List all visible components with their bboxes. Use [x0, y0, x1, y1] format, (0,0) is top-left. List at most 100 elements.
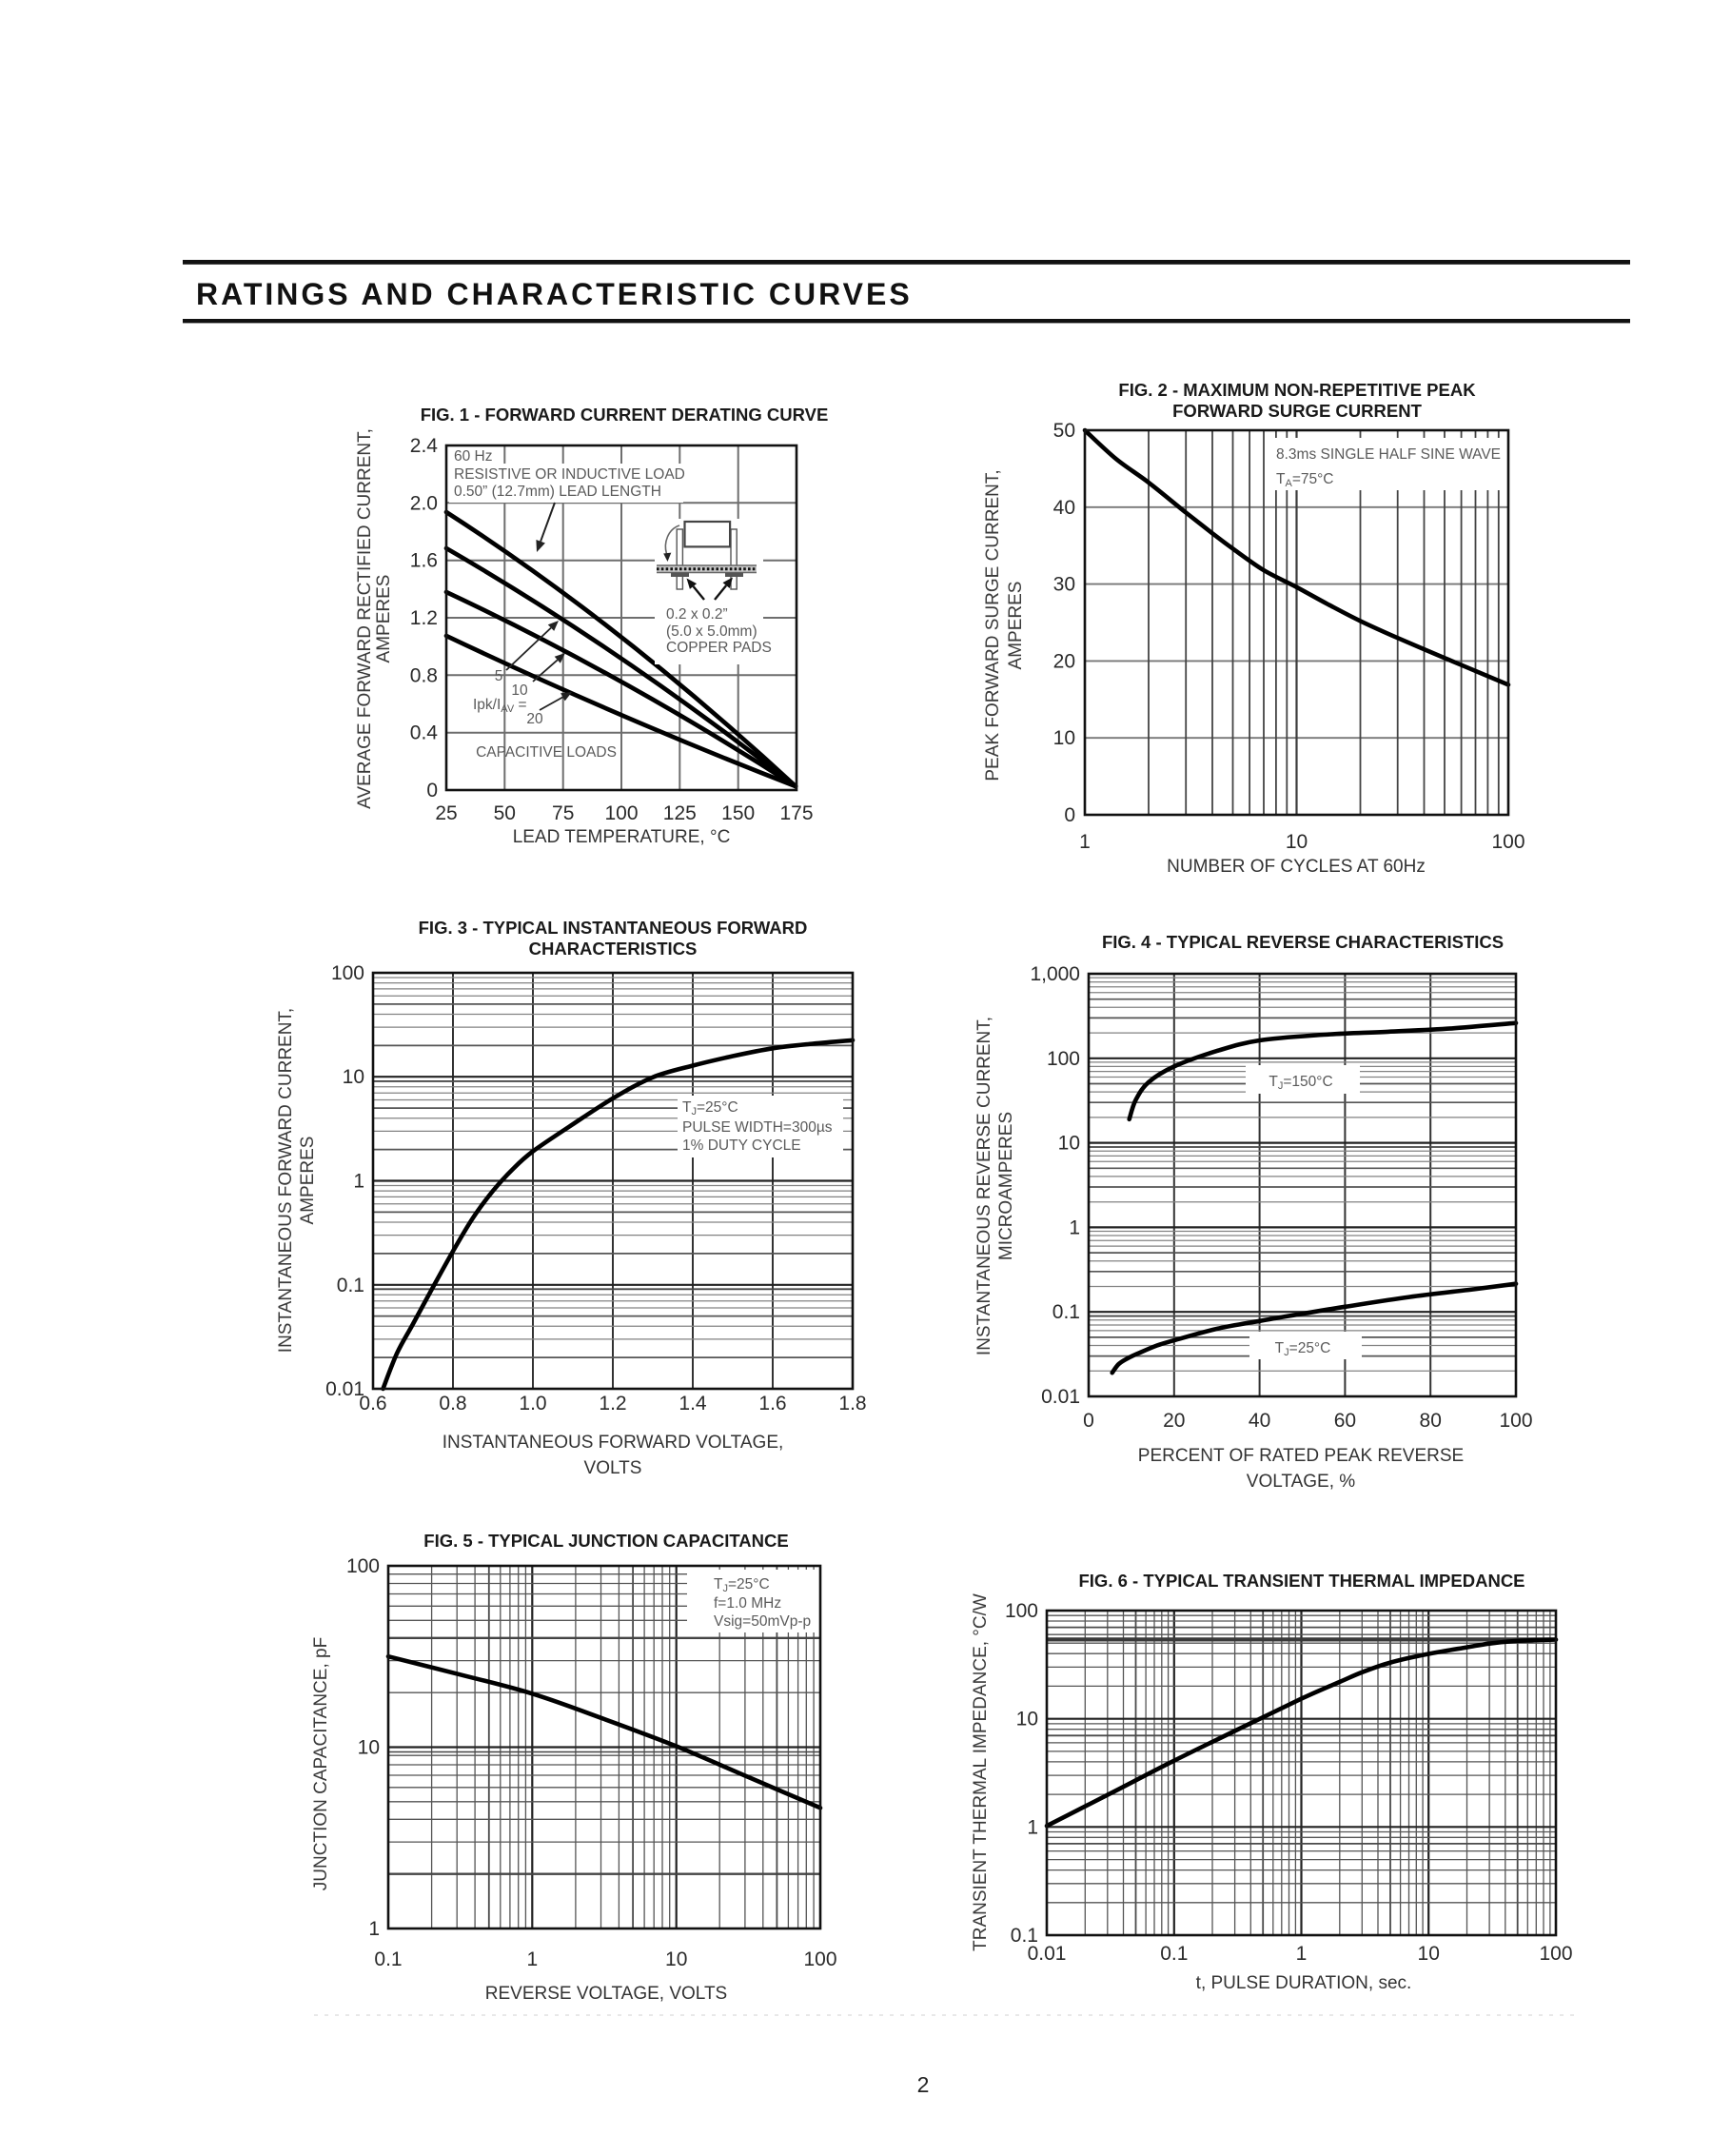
svg-text:2.0: 2.0	[410, 492, 438, 514]
svg-text:100: 100	[803, 1948, 836, 1970]
svg-text:0.01: 0.01	[1028, 1943, 1067, 1965]
svg-text:AVERAGE FORWARD RECTIFIED CURR: AVERAGE FORWARD RECTIFIED CURRENT,	[355, 428, 375, 809]
svg-text:COPPER PADS: COPPER PADS	[666, 640, 772, 656]
svg-text:10: 10	[1016, 1709, 1038, 1731]
svg-text:0.2 x 0.2”: 0.2 x 0.2”	[666, 606, 728, 623]
svg-text:100: 100	[1539, 1943, 1572, 1965]
svg-text:60 Hz: 60 Hz	[454, 448, 493, 465]
svg-text:20: 20	[526, 711, 543, 727]
svg-text:80: 80	[1420, 1410, 1442, 1432]
svg-text:10: 10	[343, 1066, 364, 1088]
svg-text:125: 125	[663, 802, 697, 824]
svg-text:0.8: 0.8	[410, 664, 438, 686]
svg-text:INSTANTANEOUS FORWARD VOLTAGE,: INSTANTANEOUS FORWARD VOLTAGE,	[443, 1433, 784, 1453]
svg-text:175: 175	[779, 802, 813, 824]
svg-text:t, PULSE DURATION, sec.: t, PULSE DURATION, sec.	[1196, 1973, 1412, 1993]
svg-text:8.3ms SINGLE HALF SINE WAVE: 8.3ms SINGLE HALF SINE WAVE	[1276, 446, 1501, 463]
svg-text:CAPACITIVE LOADS: CAPACITIVE LOADS	[476, 744, 617, 761]
svg-text:50: 50	[494, 802, 516, 824]
svg-text:1: 1	[1296, 1943, 1308, 1965]
svg-text:10: 10	[1053, 727, 1075, 749]
svg-text:REVERSE VOLTAGE, VOLTS: REVERSE VOLTAGE, VOLTS	[485, 1984, 727, 2004]
svg-text:INSTANTANEOUS REVERSE CURRENT: INSTANTANEOUS REVERSE CURRENT,	[974, 1017, 994, 1355]
svg-text:FIG. 2 - MAXIMUM NON-REPETITIV: FIG. 2 - MAXIMUM NON-REPETITIVE PEAK	[1118, 380, 1476, 400]
svg-text:AMPERES: AMPERES	[374, 575, 394, 663]
svg-text:20: 20	[1053, 650, 1075, 672]
svg-text:VOLTS: VOLTS	[584, 1458, 642, 1478]
svg-text:1.4: 1.4	[679, 1393, 707, 1414]
svg-text:100: 100	[1499, 1410, 1532, 1432]
svg-text:0.8: 0.8	[439, 1393, 466, 1414]
svg-text:1.2: 1.2	[410, 607, 438, 629]
svg-text:FIG. 6 - TYPICAL TRANSIENT THE: FIG. 6 - TYPICAL TRANSIENT THERMAL IMPED…	[1078, 1571, 1524, 1591]
svg-text:1.0: 1.0	[519, 1393, 546, 1414]
svg-text:25: 25	[435, 802, 457, 824]
svg-text:INSTANTANEOUS FORWARD CURRENT,: INSTANTANEOUS FORWARD CURRENT,	[276, 1008, 296, 1353]
svg-text:1: 1	[1079, 831, 1091, 853]
svg-text:VOLTAGE, %: VOLTAGE, %	[1247, 1472, 1355, 1492]
svg-text:FIG. 1 - FORWARD CURRENT DERAT: FIG. 1 - FORWARD CURRENT DERATING CURVE	[421, 405, 829, 425]
svg-text:1: 1	[1027, 1816, 1038, 1838]
svg-text:75: 75	[552, 802, 574, 824]
svg-text:100: 100	[1005, 1600, 1038, 1622]
svg-text:0: 0	[1064, 804, 1075, 826]
svg-text:30: 30	[1053, 574, 1075, 596]
svg-text:0.01: 0.01	[1041, 1386, 1080, 1408]
svg-text:1,000: 1,000	[1030, 963, 1080, 985]
svg-text:JUNCTION CAPACITANCE, pF: JUNCTION CAPACITANCE, pF	[311, 1637, 331, 1890]
svg-text:0.1: 0.1	[1052, 1301, 1080, 1323]
svg-text:TRANSIENT THERMAL IMPEDANCE, °: TRANSIENT THERMAL IMPEDANCE, °C/W	[971, 1593, 991, 1951]
svg-text:10: 10	[358, 1737, 380, 1759]
svg-text:50: 50	[1053, 420, 1075, 442]
svg-text:1: 1	[353, 1171, 364, 1193]
svg-text:0.1: 0.1	[337, 1275, 364, 1296]
svg-text:MICROAMPERES: MICROAMPERES	[996, 1112, 1016, 1260]
svg-text:PERCENT OF RATED PEAK REVERSE: PERCENT OF RATED PEAK REVERSE	[1138, 1446, 1464, 1466]
svg-text:0.6: 0.6	[359, 1393, 386, 1414]
svg-text:1.2: 1.2	[599, 1393, 626, 1414]
svg-text:Ipk/IAV =: Ipk/IAV =	[473, 697, 527, 715]
svg-text:(5.0 x 5.0mm): (5.0 x 5.0mm)	[666, 623, 757, 640]
svg-text:TJ=25°C: TJ=25°C	[682, 1099, 738, 1118]
svg-text:1.6: 1.6	[410, 550, 438, 572]
svg-text:AMPERES: AMPERES	[298, 1137, 318, 1225]
svg-text:f=1.0 MHz: f=1.0 MHz	[714, 1595, 781, 1612]
svg-text:TJ=25°C: TJ=25°C	[714, 1576, 770, 1594]
svg-text:100: 100	[346, 1555, 380, 1577]
svg-text:Vsig=50mVp-p: Vsig=50mVp-p	[714, 1613, 811, 1630]
svg-text:1.8: 1.8	[838, 1393, 866, 1414]
svg-text:PEAK FORWARD SURGE CURRENT,: PEAK FORWARD SURGE CURRENT,	[983, 469, 1003, 781]
svg-text:2: 2	[917, 2072, 930, 2097]
svg-text:40: 40	[1249, 1410, 1270, 1432]
svg-text:100: 100	[604, 802, 638, 824]
svg-text:0: 0	[426, 780, 438, 801]
svg-text:1.6: 1.6	[758, 1393, 786, 1414]
svg-text:0.1: 0.1	[1160, 1943, 1188, 1965]
svg-text:0.1: 0.1	[374, 1948, 402, 1970]
svg-text:FIG. 3 - TYPICAL INSTANTANEOUS: FIG. 3 - TYPICAL INSTANTANEOUS FORWARD	[419, 918, 808, 938]
svg-text:0.01: 0.01	[325, 1378, 364, 1400]
svg-text:10: 10	[1418, 1943, 1440, 1965]
svg-text:0.4: 0.4	[410, 722, 439, 744]
svg-text:1: 1	[526, 1948, 538, 1970]
svg-text:AMPERES: AMPERES	[1006, 582, 1026, 670]
svg-text:10: 10	[665, 1948, 687, 1970]
svg-text:RATINGS AND CHARACTERISTIC CUR: RATINGS AND CHARACTERISTIC CURVES	[196, 277, 913, 311]
svg-text:100: 100	[1047, 1048, 1080, 1070]
svg-text:RESISTIVE OR INDUCTIVE LOAD: RESISTIVE OR INDUCTIVE LOAD	[454, 466, 685, 483]
svg-text:10: 10	[1058, 1133, 1080, 1155]
svg-text:1% DUTY CYCLE: 1% DUTY CYCLE	[682, 1137, 801, 1154]
svg-text:100: 100	[1491, 831, 1524, 853]
svg-text:TJ=150°C: TJ=150°C	[1269, 1074, 1332, 1092]
svg-text:10: 10	[511, 682, 528, 699]
svg-text:10: 10	[1286, 831, 1308, 853]
svg-text:60: 60	[1334, 1410, 1356, 1432]
svg-text:FIG. 4 - TYPICAL REVERSE CHARA: FIG. 4 - TYPICAL REVERSE CHARACTERISTICS	[1102, 932, 1504, 952]
svg-text:FIG. 5 - TYPICAL JUNCTION CAPA: FIG. 5 - TYPICAL JUNCTION CAPACITANCE	[423, 1531, 788, 1551]
svg-text:5: 5	[495, 668, 503, 684]
svg-text:100: 100	[331, 962, 364, 984]
svg-text:0.1: 0.1	[1011, 1925, 1038, 1947]
svg-text:CHARACTERISTICS: CHARACTERISTICS	[529, 939, 698, 959]
svg-text:20: 20	[1163, 1410, 1185, 1432]
svg-text:150: 150	[721, 802, 755, 824]
